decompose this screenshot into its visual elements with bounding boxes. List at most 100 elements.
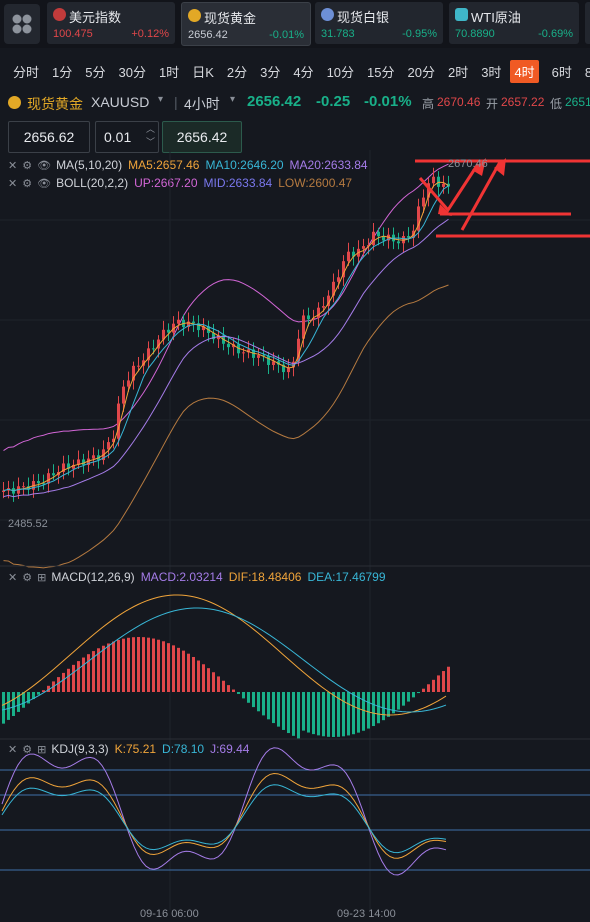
sell-price-button[interactable]: 2656.62 [8,121,90,153]
macd-histogram-bar [157,639,160,692]
macd-histogram-bar [22,692,25,708]
macd-histogram-bar [397,692,400,710]
tab-timeframe[interactable]: 日K [192,64,214,80]
candle-body [262,355,265,357]
gold-coin-icon [8,96,21,109]
close-icon[interactable]: ✕ [8,159,18,172]
app-logo-icon[interactable] [4,4,40,44]
macd-histogram-bar [317,692,320,736]
macd-histogram-bar [102,645,105,692]
tab-timeframe[interactable]: 15分 [367,64,395,80]
macd-histogram-bar [367,692,370,729]
macd-histogram-bar [362,692,365,731]
candle-body [152,348,155,350]
oil-icon [455,8,468,21]
candle-body [397,241,400,244]
candle-body [177,319,180,324]
macd-histogram-bar [192,656,195,692]
low-price: 2651 [565,95,590,109]
tab-timeframe[interactable]: 1时 [158,64,180,80]
candle-body [427,183,430,198]
macd-histogram-bar [307,692,310,733]
tab-timeframe[interactable]: 20分 [407,64,435,80]
tab-timeframe[interactable]: 10分 [326,64,355,80]
boll-indicator-label: ✕ ⚙ 👁 BOLL(20,2,2) UP:2667.20 MID:2633.8… [8,176,353,190]
stepper-up-icon[interactable]: ︿ [145,124,155,134]
tab-timeframe[interactable]: 2分 [226,64,248,80]
gold-coin-icon [188,9,201,22]
candle-body [337,277,340,282]
macd-histogram-bar [172,645,175,692]
stepper-down-icon[interactable]: ﹀ [145,137,155,147]
tab-timeframe[interactable]: 6时 [551,64,572,80]
tab-timeframe[interactable]: 30分 [118,64,146,80]
x-axis-label: 09-23 14:00 [337,908,396,920]
macd-histogram-bar [432,679,435,692]
candle-body [82,459,85,465]
candle-body [342,261,345,278]
candle-body [92,455,95,459]
macd-panel [1,594,450,739]
tab-timeframe[interactable]: 8时 [584,64,590,80]
gear-icon[interactable]: ⚙ [22,571,33,584]
drawn-annotations [415,158,590,238]
candle-body [417,206,420,231]
tab-timeframe[interactable]: 4时 [510,59,539,83]
period-select[interactable]: 4小时 [184,96,220,112]
ticker-dollar-index[interactable]: 美元指数 100.475 +0.12% [47,2,175,44]
ticker-wti-oil[interactable]: WTI原油 70.8890 -0.69% [449,2,579,44]
close-icon[interactable]: ✕ [8,743,18,756]
candle-body [127,380,130,387]
macd-histogram-bar [107,643,110,692]
macd-histogram-bar [47,685,50,692]
annotation-arrow-line [460,161,502,231]
candle-body [307,315,310,320]
macd-histogram-bar [7,692,10,720]
chevron-down-icon[interactable]: ▾ [158,94,164,105]
macd-histogram-bar [202,664,205,692]
gear-icon[interactable]: ⚙ [22,159,33,172]
ticker-spot-silver[interactable]: 现货白银 31.783 -0.95% [315,2,443,44]
ticker-spot-gold[interactable]: 现货黄金 2656.42 -0.01% [181,2,311,46]
buy-price-button[interactable]: 2656.42 [162,121,242,153]
eye-icon[interactable]: 👁 [37,177,52,190]
tab-timeframe[interactable]: 4分 [293,64,314,80]
tab-timeframe[interactable]: 1分 [52,64,73,80]
macd-histogram-bar [132,637,135,692]
symbol-header: 现货黄金 XAUUSD ▾ | 4小时 ▾ 2656.42 -0.25 -0.0… [0,92,590,114]
eye-icon[interactable]: 👁 [37,159,52,172]
gear-icon[interactable]: ⚙ [22,743,33,756]
candle-body [22,486,25,488]
chevron-down-icon[interactable]: ▾ [230,94,236,105]
close-icon[interactable]: ✕ [8,177,18,190]
close-icon[interactable]: ✕ [8,571,18,584]
tab-timeframe[interactable]: 分时 [13,64,40,80]
macd-histogram-bar [357,692,360,733]
macd-histogram-bar [412,692,415,698]
macd-histogram-bar [122,638,125,692]
expand-icon[interactable]: ⊞ [37,743,47,756]
macd-histogram-bar [427,684,430,692]
macd-histogram-bar [97,648,100,692]
macd-histogram-bar [447,666,450,692]
tab-timeframe[interactable]: 5分 [85,64,106,80]
price-high-label: 2670.46 [448,158,488,170]
tab-timeframe[interactable]: 3时 [481,64,502,80]
price-chart[interactable]: 2670.46 2485.52 09-16 06:00 09-23 14:00 [0,150,590,922]
candle-body [422,197,425,207]
ticker-more[interactable] [585,2,590,44]
candle-body [187,321,190,328]
candle-body [277,361,280,365]
macd-histogram-bar [332,692,335,737]
tab-timeframe[interactable]: 3分 [260,64,281,80]
macd-histogram-bar [27,692,30,704]
tab-timeframe[interactable]: 2时 [447,64,469,80]
candle-body [217,335,220,340]
macd-histogram-bar [232,689,235,692]
gear-icon[interactable]: ⚙ [22,177,33,190]
lot-size-input[interactable]: 0.01 ︿ ﹀ [95,121,159,153]
kdj-panel [0,747,590,876]
macd-histogram-bar [32,692,35,700]
arrow-head-icon [438,204,452,216]
expand-icon[interactable]: ⊞ [37,571,47,584]
